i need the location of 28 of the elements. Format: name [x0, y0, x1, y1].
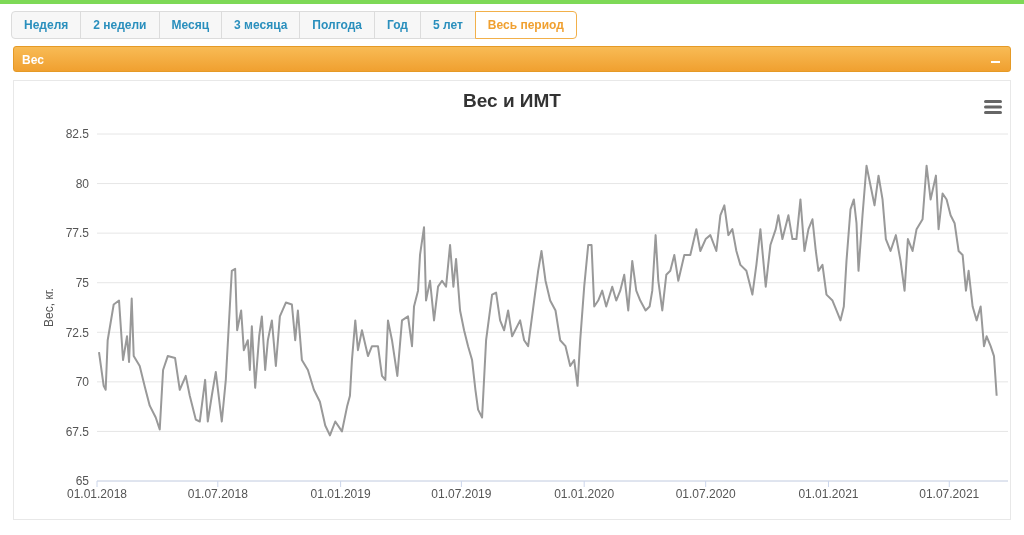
- y-axis-title: Вес, кг.: [42, 288, 57, 327]
- line-series: [98, 164, 998, 437]
- x-tick-label: 01.01.2018: [66, 486, 128, 501]
- y-tick-label: 80: [75, 176, 90, 191]
- text: 3 месяца: [234, 18, 288, 32]
- x-tick-label: 01.07.2021: [919, 486, 980, 501]
- y-tick-label: 65: [75, 474, 90, 489]
- y-tick-label: 77.5: [65, 226, 90, 241]
- chart-title: Вес и ИМТ: [463, 90, 561, 111]
- y-tick-label: 82.5: [65, 127, 90, 142]
- x-tick-label: 01.01.2019: [310, 486, 371, 501]
- text: 5 лет: [432, 18, 463, 32]
- y-tick-label: 70: [75, 375, 90, 390]
- text: Полгода: [312, 18, 362, 32]
- text: Год: [386, 18, 408, 32]
- text: 2 недели: [93, 18, 147, 32]
- y-tick-label: 67.5: [65, 424, 90, 439]
- x-tick-label: 01.07.2018: [187, 486, 249, 501]
- text: Месяц: [171, 18, 210, 32]
- text: Весь период: [487, 18, 564, 32]
- y-tick-label: 75: [75, 275, 90, 290]
- y-tick-label: 72.5: [65, 325, 90, 340]
- text: Неделя: [24, 18, 69, 32]
- text: Вес: [22, 53, 44, 67]
- x-tick-label: 01.07.2019: [431, 486, 492, 501]
- x-tick-label: 01.07.2020: [675, 486, 737, 501]
- x-tick-label: 01.01.2020: [554, 486, 615, 501]
- x-tick-label: 01.01.2021: [798, 486, 859, 501]
